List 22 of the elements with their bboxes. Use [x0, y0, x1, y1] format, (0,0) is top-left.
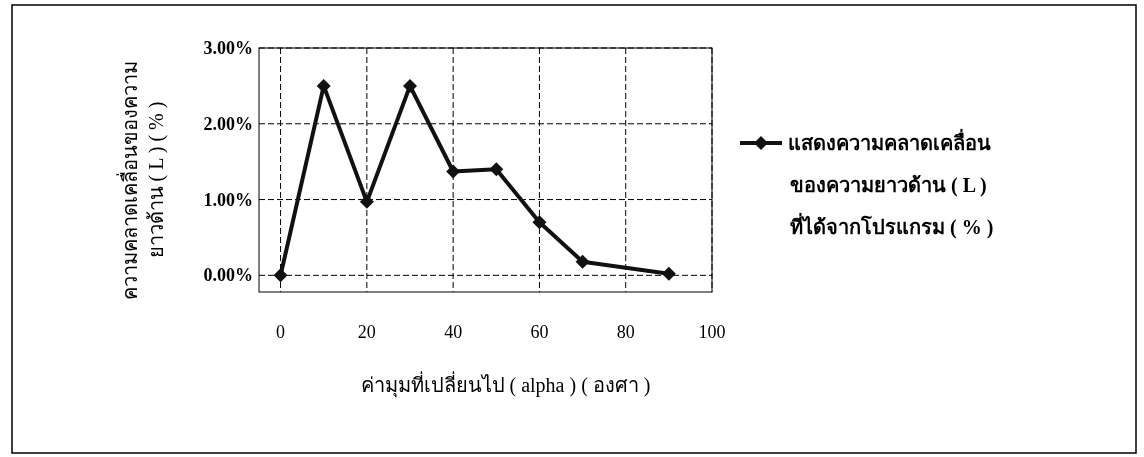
point — [316, 78, 331, 93]
point — [489, 162, 504, 177]
x-tick-label: 100 — [698, 322, 726, 342]
x-tick-label: 60 — [530, 322, 549, 342]
x-tick-label: 80 — [616, 322, 635, 342]
point — [359, 194, 374, 209]
y-tick-label: 1.00% — [203, 189, 253, 210]
legend-label: แสดงความคลาดเคลื่อน ของความยาวด้าน ( L ) ที่ได้จากโปรแกรม ( % ) — [788, 128, 994, 239]
y-axis-title: ความคลาดเคลื่อนของความ ยาวด้าน ( L ) ( % ) — [116, 60, 168, 300]
point — [446, 164, 461, 179]
y-tick-label: 3.00% — [203, 38, 253, 58]
point — [575, 254, 590, 269]
point — [273, 268, 288, 283]
point — [661, 266, 676, 281]
x-tick-label: 40 — [444, 322, 463, 342]
y-tick-label: 2.00% — [203, 113, 253, 134]
point — [403, 78, 417, 93]
x-axis-title: ค่ามุมที่เปลี่ยนไป ( alpha ) ( องศา ) — [360, 371, 651, 398]
x-tick-label: 0 — [276, 322, 286, 342]
y-tick-label: 0.00% — [203, 265, 253, 286]
point — [532, 215, 547, 230]
x-tick-label: 20 — [357, 322, 376, 342]
